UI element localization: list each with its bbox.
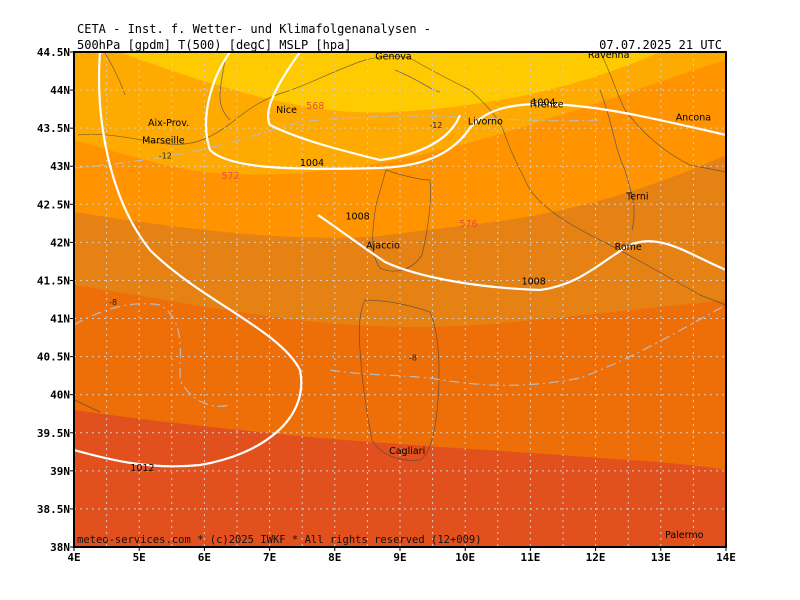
lat-tick-label: 44.5N bbox=[37, 46, 70, 59]
lat-tick-label: 40.5N bbox=[37, 351, 70, 364]
city-label: Rome bbox=[615, 242, 642, 253]
city-label: Aix-Prov. bbox=[148, 118, 189, 129]
temperature-label: -12 bbox=[159, 152, 172, 161]
header-datetime: 07.07.2025 21 UTC bbox=[599, 38, 722, 52]
longitude-labels: 4E 5E 6E 7E 8E 9E 10E 11E 12E 13E 14E bbox=[67, 551, 736, 564]
axis-ticks bbox=[70, 51, 727, 551]
temperature-isotherms bbox=[74, 115, 726, 407]
lon-tick-label: 13E bbox=[651, 551, 671, 564]
city-label: Ajaccio bbox=[366, 240, 400, 251]
geopotential-fill bbox=[74, 52, 726, 547]
lat-tick-label: 38N bbox=[50, 541, 70, 554]
lon-tick-label: 14E bbox=[716, 551, 736, 564]
height-label: 576 bbox=[459, 219, 477, 230]
isobar-label: 1012 bbox=[130, 463, 154, 474]
lat-tick-label: 42N bbox=[50, 236, 70, 249]
temperature-labels: -12 -12 -8 -8 bbox=[109, 121, 442, 362]
lon-tick-label: 7E bbox=[263, 551, 276, 564]
lon-tick-label: 4E bbox=[67, 551, 80, 564]
city-labels: Genova Ravenna Firenze Nice Aix-Prov. Marseil… bbox=[142, 50, 711, 541]
city-label: Genova bbox=[375, 52, 411, 63]
lon-tick-label: 12E bbox=[586, 551, 606, 564]
height-labels: 568 572 576 bbox=[221, 101, 477, 230]
lat-tick-label: 43.5N bbox=[37, 122, 70, 135]
temperature-label: -8 bbox=[109, 298, 117, 307]
header-title: CETA - Inst. f. Wetter- und Klimafolgena… bbox=[77, 22, 432, 36]
header-fields: 500hPa [gpdm] T(500) [degC] MSLP [hpa] bbox=[77, 38, 352, 52]
city-label: Nice bbox=[276, 105, 297, 116]
city-label: Cagliari bbox=[389, 446, 425, 457]
isobar-label: 1004 bbox=[300, 158, 324, 169]
city-label: Livorno bbox=[468, 116, 503, 127]
city-label: Firenze bbox=[530, 100, 564, 111]
lon-tick-label: 6E bbox=[198, 551, 211, 564]
city-label: Marseille bbox=[142, 135, 185, 146]
height-label: 568 bbox=[306, 101, 324, 112]
copyright-footer: meteo-services.com * (c)2025 IWKF * All … bbox=[77, 534, 482, 546]
city-label: Ravenna bbox=[588, 50, 630, 61]
isobar-label: 1004 bbox=[531, 97, 555, 108]
city-label: Terni bbox=[625, 192, 648, 203]
lon-tick-label: 9E bbox=[393, 551, 406, 564]
lon-tick-label: 5E bbox=[133, 551, 146, 564]
lat-tick-label: 38.5N bbox=[37, 503, 70, 516]
lat-tick-label: 39N bbox=[50, 465, 70, 478]
height-label: 572 bbox=[221, 171, 239, 182]
lon-tick-label: 10E bbox=[455, 551, 475, 564]
lon-tick-label: 8E bbox=[328, 551, 341, 564]
lat-tick-label: 43N bbox=[50, 160, 70, 173]
city-label: Ancona bbox=[676, 113, 711, 124]
lat-tick-label: 42.5N bbox=[37, 198, 70, 211]
lat-tick-label: 41N bbox=[50, 313, 70, 326]
isobar-label: 1008 bbox=[346, 212, 370, 223]
isobar-labels: 1004 1004 1008 1008 1012 bbox=[130, 97, 555, 474]
borders bbox=[219, 59, 635, 231]
city-label: Palermo bbox=[665, 530, 704, 541]
lat-tick-label: 41.5N bbox=[37, 274, 70, 287]
lon-tick-label: 11E bbox=[520, 551, 540, 564]
temperature-label: -8 bbox=[409, 353, 417, 362]
height-band-568 bbox=[120, 52, 660, 113]
temperature-label: -12 bbox=[429, 121, 442, 130]
latitude-labels: 44.5N 44N 43.5N 43N 42.5N 42N 41.5N 41N 40.5N 40N… bbox=[37, 46, 70, 554]
lat-tick-label: 44N bbox=[50, 84, 70, 97]
lat-tick-label: 39.5N bbox=[37, 427, 70, 440]
isobars bbox=[74, 52, 726, 468]
lat-tick-label: 40N bbox=[50, 389, 70, 402]
isobar-label: 1008 bbox=[522, 276, 546, 287]
lat-lon-grid bbox=[74, 52, 726, 547]
